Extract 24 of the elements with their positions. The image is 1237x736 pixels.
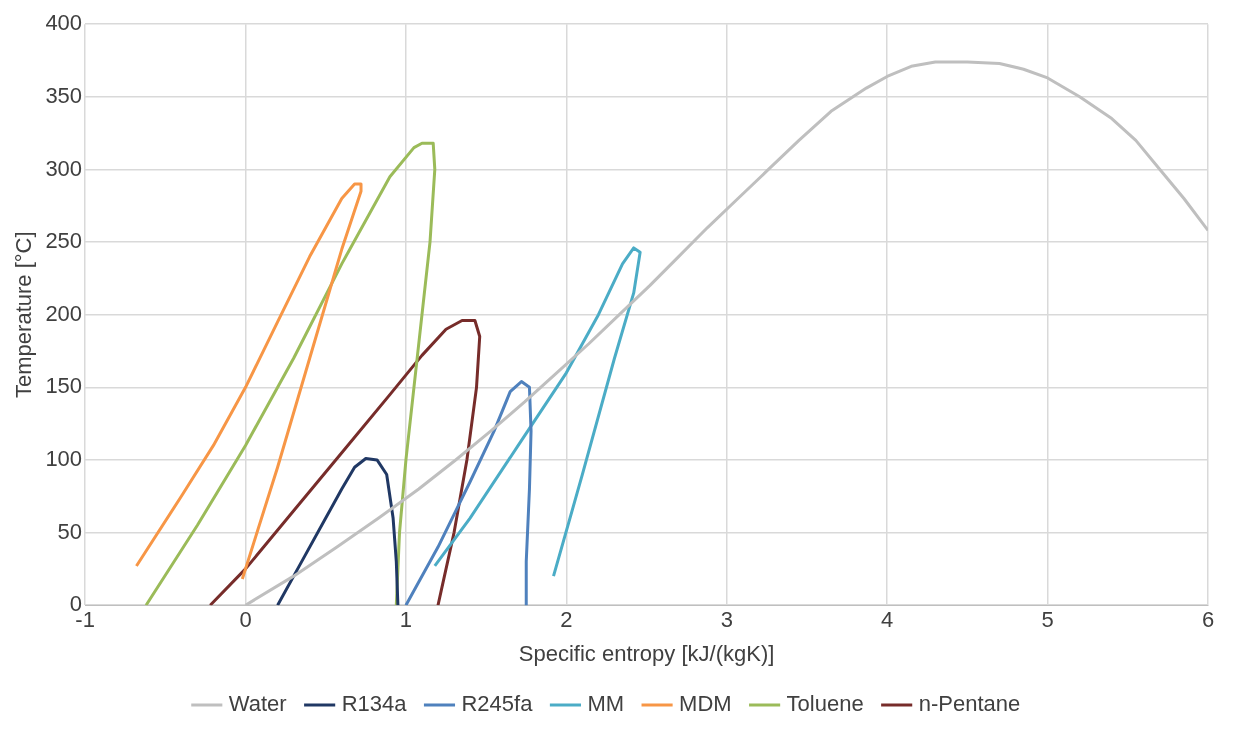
x-tick-label: 3: [720, 607, 733, 633]
x-axis-title: Specific entropy [kJ/(kgK)]: [518, 640, 775, 666]
x-tick-label: 6: [1201, 607, 1215, 633]
x-tick-label: 1: [399, 607, 413, 633]
legend-label: Water: [228, 691, 287, 717]
y-tick-label: 400: [45, 10, 83, 36]
y-axis-title: Temperature [°C]: [11, 231, 37, 398]
y-tick-label: 350: [45, 82, 83, 108]
legend-label: MM: [587, 691, 625, 717]
legend-label: R134a: [341, 691, 408, 717]
y-tick-label: 150: [45, 373, 83, 399]
x-tick-label: 4: [881, 607, 894, 633]
y-tick-label: 250: [45, 228, 83, 254]
y-tick-label: 200: [45, 300, 83, 326]
x-tick-label: 0: [239, 607, 252, 633]
y-tick-label: 50: [57, 518, 83, 544]
y-tick-label: 300: [45, 155, 83, 181]
x-tick-label: 5: [1041, 607, 1054, 633]
legend-label: Toluene: [786, 691, 864, 717]
legend-label: MDM: [679, 691, 732, 717]
legend-label: n-Pentane: [918, 691, 1021, 717]
legend-label: R245fa: [461, 691, 534, 717]
x-tick-label: 2: [560, 607, 573, 633]
y-tick-label: 100: [45, 446, 83, 472]
